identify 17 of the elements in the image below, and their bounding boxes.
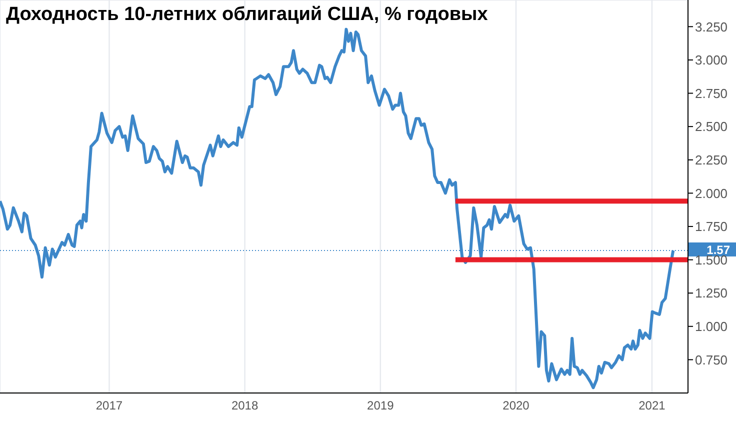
y-tick-label: 0.750 [695, 352, 728, 368]
y-tick-label: 3.000 [695, 52, 728, 68]
chart-title: Доходность 10-летних облигаций США, % годовых [6, 4, 488, 26]
y-tick-label: 2.750 [695, 86, 728, 101]
y-tick-label: 1.250 [695, 286, 728, 301]
x-tick-label: 2019 [367, 398, 394, 413]
y-tick-label: 2.500 [695, 119, 728, 134]
ref-line-label: 1.57 [706, 242, 730, 257]
x-tick-label: 2021 [638, 398, 666, 413]
x-tick-label: 2018 [231, 398, 258, 413]
y-tick-label: 2.000 [695, 186, 728, 201]
x-tick-label: 2020 [502, 398, 530, 413]
y-tick-label: 1.750 [695, 219, 728, 234]
y-tick-label: 3.250 [695, 19, 728, 34]
y-tick-label: 2.250 [695, 152, 728, 168]
y-tick-label: 1.000 [695, 319, 728, 334]
x-tick-label: 2017 [96, 398, 123, 413]
